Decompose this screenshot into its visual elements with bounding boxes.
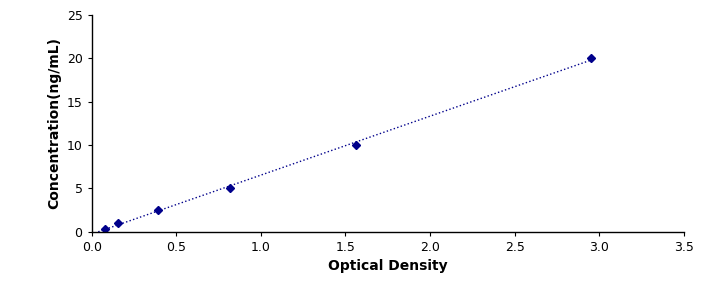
X-axis label: Optical Density: Optical Density [328,259,448,273]
Y-axis label: Concentration(ng/mL): Concentration(ng/mL) [47,37,61,209]
